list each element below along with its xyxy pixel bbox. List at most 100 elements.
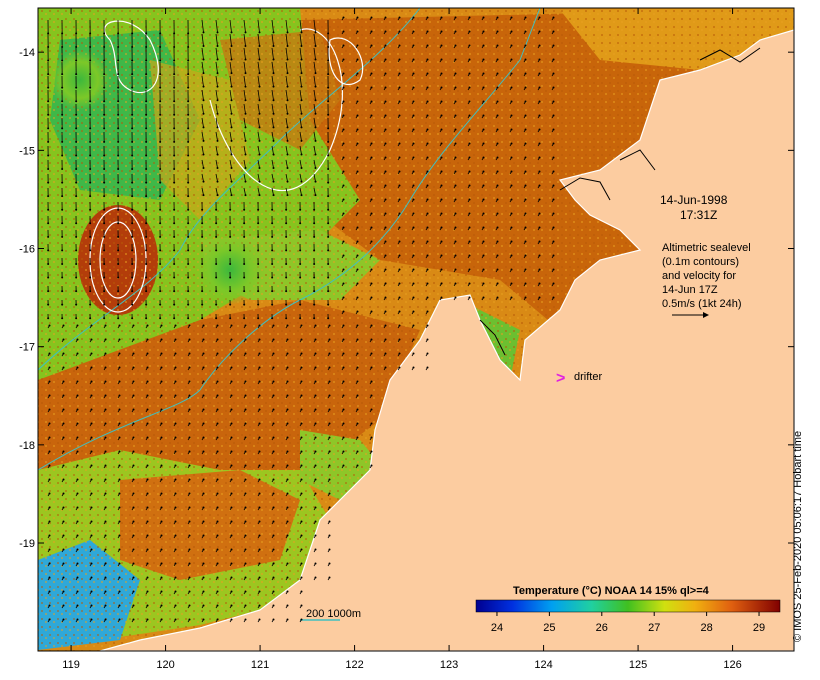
velocity-arrow-head	[89, 113, 92, 116]
velocity-arrow-head	[117, 222, 120, 225]
velocity-arrow-head	[440, 268, 443, 271]
velocity-arrow-head	[201, 235, 204, 238]
velocity-arrow-head	[454, 212, 457, 215]
velocity-arrow-head	[327, 168, 330, 170]
velocity-arrow-head	[384, 240, 387, 243]
velocity-arrow-head	[118, 422, 121, 425]
velocity-arrow-head	[342, 114, 345, 117]
velocity-arrow-head	[132, 380, 135, 383]
velocity-arrow-head	[117, 45, 120, 48]
velocity-arrow-head	[174, 506, 177, 509]
velocity-arrow-head	[244, 167, 247, 169]
velocity-arrow-head	[454, 30, 457, 33]
velocity-arrow	[257, 61, 260, 74]
velocity-arrow-head	[286, 492, 289, 495]
velocity-arrow-head	[230, 576, 233, 579]
velocity-arrow-head	[482, 72, 485, 75]
velocity-arrow-head	[103, 235, 106, 238]
velocity-arrow-head	[412, 16, 415, 19]
velocity-arrow-head	[258, 394, 261, 397]
velocity-arrow-head	[48, 590, 51, 593]
velocity-arrow-head	[384, 226, 387, 229]
velocity-arrow-head	[426, 30, 429, 33]
velocity-arrow	[313, 61, 316, 74]
velocity-arrow-head	[272, 352, 275, 355]
velocity-arrow-head	[187, 303, 190, 306]
velocity-arrow-head	[258, 58, 261, 61]
velocity-arrow-head	[145, 45, 148, 48]
velocity-arrow-head	[146, 408, 149, 411]
velocity-arrow-head	[468, 16, 471, 19]
velocity-arrow-head	[89, 168, 92, 170]
velocity-arrow	[257, 159, 260, 169]
velocity-arrow-head	[244, 366, 247, 369]
y-tick-label: -19	[19, 538, 35, 550]
velocity-arrow-head	[118, 562, 121, 565]
velocity-arrow	[299, 145, 302, 155]
velocity-arrow-head	[75, 168, 78, 170]
velocity-arrow-head	[398, 338, 401, 341]
velocity-arrow-head	[552, 240, 555, 243]
velocity-arrow	[257, 173, 260, 182]
velocity-arrow-head	[468, 30, 471, 33]
velocity-arrow-head	[454, 72, 457, 75]
velocity-arrow-head	[160, 506, 163, 509]
velocity-arrow-head	[412, 310, 415, 313]
velocity-arrow-head	[468, 212, 471, 215]
velocity-arrow-head	[117, 86, 120, 89]
velocity-arrow-head	[90, 492, 93, 495]
velocity-arrow-head	[398, 310, 401, 313]
velocity-arrow-head	[188, 548, 191, 551]
velocity-arrow-head	[454, 198, 457, 201]
velocity-arrow-head	[271, 290, 274, 293]
velocity-arrow-head	[132, 618, 135, 621]
velocity-arrow-head	[510, 72, 513, 75]
velocity-arrow-head	[160, 366, 163, 369]
y-tick-label: -16	[19, 244, 35, 256]
velocity-arrow-head	[244, 534, 247, 537]
velocity-arrow-head	[90, 422, 93, 425]
velocity-arrow-head	[454, 142, 457, 145]
velocity-arrow-head	[496, 254, 499, 257]
velocity-arrow-head	[174, 604, 177, 607]
velocity-arrow-head	[160, 450, 163, 453]
velocity-arrow-head	[117, 127, 120, 130]
velocity-arrow-head	[300, 590, 303, 593]
velocity-arrow-head	[398, 156, 401, 159]
velocity-arrow-head	[244, 394, 247, 397]
velocity-arrow-head	[244, 112, 247, 115]
plot-frame	[37, 7, 795, 652]
velocity-arrow-head	[174, 576, 177, 579]
velocity-arrow-head	[90, 464, 93, 467]
velocity-arrow-head	[370, 324, 373, 327]
velocity-arrow-head	[104, 492, 107, 495]
velocity-arrow-head	[76, 408, 79, 411]
velocity-arrow-head	[76, 562, 79, 565]
velocity-arrow-head	[356, 268, 359, 271]
velocity-arrow-head	[202, 153, 205, 156]
velocity-arrow-head	[47, 249, 50, 252]
velocity-arrow-head	[131, 303, 134, 306]
velocity-arrow	[257, 19, 260, 33]
velocity-arrow-head	[174, 492, 177, 495]
velocity-arrow-head	[187, 317, 190, 320]
velocity-arrow-head	[187, 262, 190, 265]
colorbar-tick-label: 26	[596, 622, 608, 634]
velocity-arrow-head	[342, 366, 345, 369]
velocity-arrow-head	[454, 296, 457, 299]
velocity-arrow-head	[244, 85, 247, 88]
velocity-arrow-head	[524, 128, 527, 131]
velocity-arrow	[271, 33, 274, 46]
velocity-arrow-head	[118, 478, 121, 481]
velocity-arrow-head	[300, 99, 303, 102]
velocity-arrow-head	[482, 170, 485, 173]
velocity-arrow	[313, 47, 316, 60]
velocity-arrow-head	[412, 268, 415, 271]
velocity-arrow-head	[300, 180, 303, 183]
velocity-arrow-head	[173, 181, 176, 184]
velocity-arrow-head	[131, 127, 134, 130]
velocity-arrow	[229, 187, 232, 196]
velocity-arrow-head	[482, 58, 485, 61]
velocity-arrow-head	[104, 366, 107, 369]
velocity-arrow	[243, 33, 246, 46]
